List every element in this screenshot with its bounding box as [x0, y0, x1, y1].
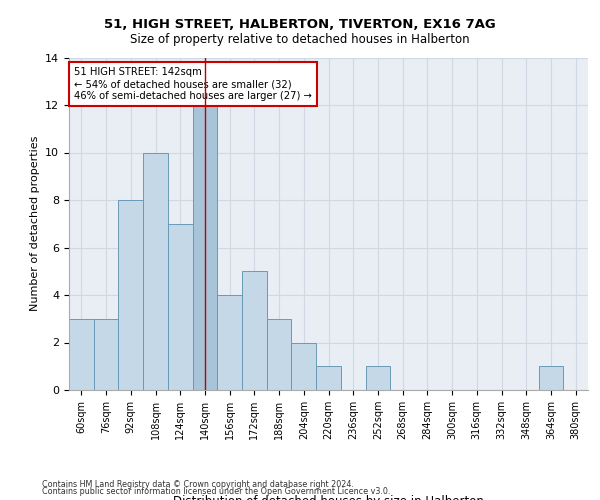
- Bar: [292, 342, 316, 390]
- Bar: [193, 105, 217, 390]
- Bar: [365, 366, 390, 390]
- Bar: [69, 319, 94, 390]
- Text: Size of property relative to detached houses in Halberton: Size of property relative to detached ho…: [130, 32, 470, 46]
- Bar: [267, 319, 292, 390]
- Text: 51 HIGH STREET: 142sqm
← 54% of detached houses are smaller (32)
46% of semi-det: 51 HIGH STREET: 142sqm ← 54% of detached…: [74, 68, 312, 100]
- Bar: [118, 200, 143, 390]
- Text: 51, HIGH STREET, HALBERTON, TIVERTON, EX16 7AG: 51, HIGH STREET, HALBERTON, TIVERTON, EX…: [104, 18, 496, 30]
- Bar: [168, 224, 193, 390]
- Bar: [143, 152, 168, 390]
- Bar: [242, 271, 267, 390]
- Bar: [539, 366, 563, 390]
- Y-axis label: Number of detached properties: Number of detached properties: [29, 136, 40, 312]
- Bar: [217, 295, 242, 390]
- Bar: [94, 319, 118, 390]
- Bar: [316, 366, 341, 390]
- Text: Contains HM Land Registry data © Crown copyright and database right 2024.: Contains HM Land Registry data © Crown c…: [42, 480, 354, 489]
- X-axis label: Distribution of detached houses by size in Halberton: Distribution of detached houses by size …: [173, 495, 484, 500]
- Text: Contains public sector information licensed under the Open Government Licence v3: Contains public sector information licen…: [42, 488, 391, 496]
